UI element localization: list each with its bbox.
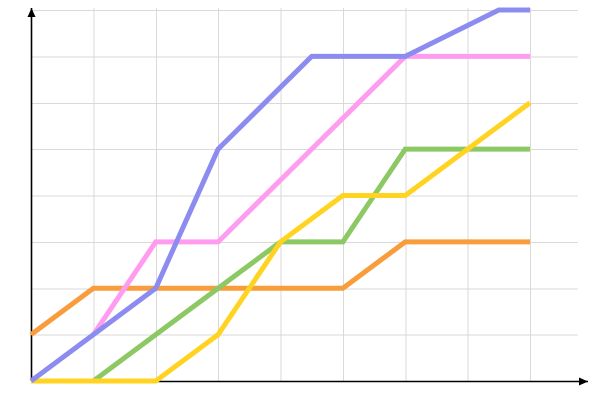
y-axis-arrow-icon	[27, 8, 36, 17]
line-series-orange	[29, 239, 530, 337]
line-series-purple	[29, 7, 530, 384]
line-series-yellow	[31, 100, 532, 384]
x-axis-arrow-icon	[579, 377, 588, 386]
series-lines	[29, 7, 532, 384]
axes	[27, 8, 588, 386]
line-series-pink	[91, 53, 530, 337]
